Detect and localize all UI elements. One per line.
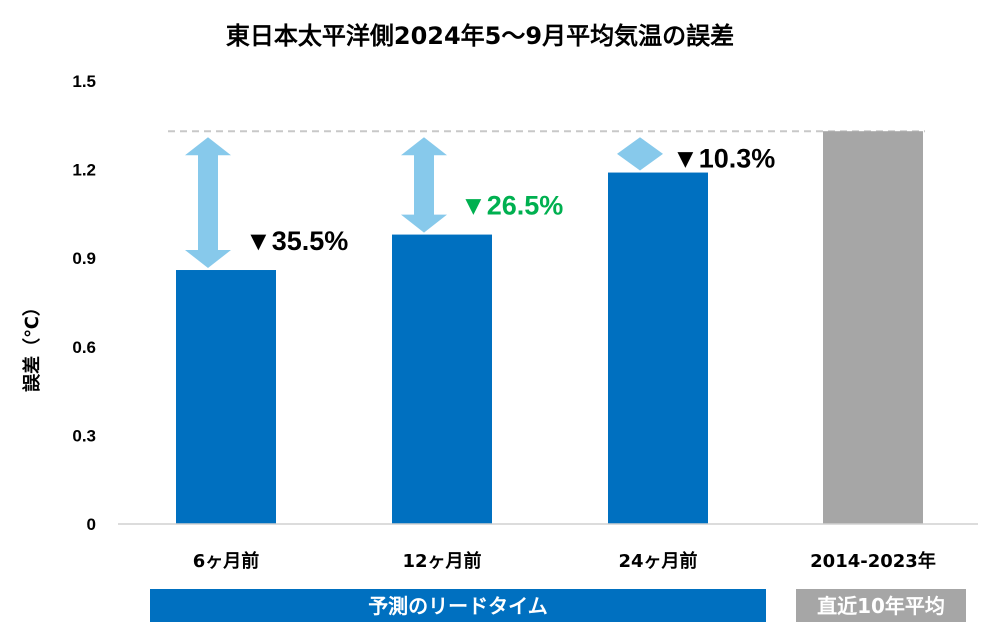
group-band-label: 直近10年平均 [817, 594, 945, 618]
y-tick-label: 0.6 [72, 338, 96, 357]
double-arrow [401, 137, 447, 233]
y-tick-label: 1.5 [72, 72, 96, 91]
group-band [796, 589, 966, 622]
bar [392, 234, 492, 524]
bar [823, 131, 923, 524]
category-labels: 6ヶ月前 12ヶ月前 24ヶ月前 2014-2023年 [193, 550, 936, 572]
reduction-label: ▼26.5% [460, 191, 563, 221]
bar [176, 270, 276, 524]
group-band [150, 589, 766, 622]
bar [608, 172, 708, 524]
chart-title: 東日本太平洋側2024年5～9月平均気温の誤差 [226, 22, 734, 50]
y-tick-label: 0 [87, 515, 96, 534]
y-ticks: 0 0.3 0.6 0.9 1.2 1.5 [72, 72, 96, 534]
reduction-label: ▼35.5% [245, 226, 348, 256]
bars [176, 131, 923, 524]
reduction-label: ▼10.3% [672, 144, 775, 174]
y-tick-label: 1.2 [72, 161, 96, 180]
category-label: 12ヶ月前 [402, 550, 481, 572]
double-arrow [185, 137, 231, 269]
y-tick-label: 0.9 [72, 249, 96, 268]
reduction-labels: ▼35.5% ▼26.5% ▼10.3% [245, 144, 775, 256]
arrows [185, 137, 663, 269]
group-bands: 予測のリードタイム 直近10年平均 [150, 589, 966, 622]
category-label: 2014-2023年 [810, 550, 936, 572]
category-label: 6ヶ月前 [193, 550, 260, 572]
y-axis-label: 誤差（℃） [21, 298, 43, 392]
category-label: 24ヶ月前 [618, 550, 697, 572]
double-arrow [617, 137, 663, 171]
group-band-label: 予測のリードタイム [368, 594, 548, 618]
y-tick-label: 0.3 [72, 426, 96, 445]
